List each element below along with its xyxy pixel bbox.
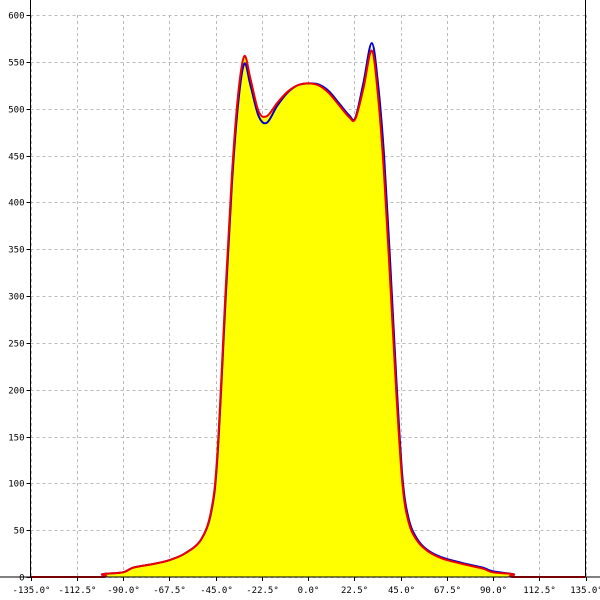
y-tick-label: 50 <box>14 527 25 537</box>
y-tick-label: 600 <box>8 12 24 22</box>
x-tick-label: 135.0° <box>570 586 600 596</box>
x-tick-label: 22.5° <box>341 586 368 596</box>
x-tick-label: -67.5° <box>153 586 186 596</box>
y-tick-label: 500 <box>8 106 24 116</box>
area-fill <box>30 50 586 577</box>
y-tick-label: 150 <box>8 434 24 444</box>
y-tick-label: 300 <box>8 293 24 303</box>
y-axis-ticks: 0 50 100 150 200 250 300 350 400 450 500 550 600 <box>8 12 31 584</box>
y-tick-label: 350 <box>8 246 24 256</box>
x-tick-label: -135.0° <box>13 586 51 596</box>
x-tick-label: 0.0° <box>298 586 320 596</box>
x-tick-label: 45.0° <box>388 586 415 596</box>
x-tick-label: -45.0° <box>200 586 233 596</box>
y-tick-label: 250 <box>8 340 24 350</box>
y-tick-label: 400 <box>8 199 24 209</box>
area-fill-shape <box>30 50 586 577</box>
y-tick-label: 0 <box>19 574 24 584</box>
axes <box>0 0 600 578</box>
series-line-red <box>30 49 586 579</box>
x-tick-label: -90.0° <box>107 586 140 596</box>
x-axis-ticks: -135.0° -112.5° -90.0° -67.5° -45.0° -22.5° 0.… <box>13 577 600 596</box>
x-tick-label: -112.5° <box>59 586 97 596</box>
y-tick-label: 550 <box>8 59 24 69</box>
x-tick-label: 90.0° <box>480 586 507 596</box>
y-tick-label: 100 <box>8 480 24 490</box>
series-lines <box>30 42 586 579</box>
x-tick-label: 67.5° <box>434 586 461 596</box>
y-tick-label: 450 <box>8 153 24 163</box>
y-tick-label: 200 <box>8 387 24 397</box>
x-tick-label: -22.5° <box>246 586 279 596</box>
x-tick-label: 112.5° <box>523 586 556 596</box>
